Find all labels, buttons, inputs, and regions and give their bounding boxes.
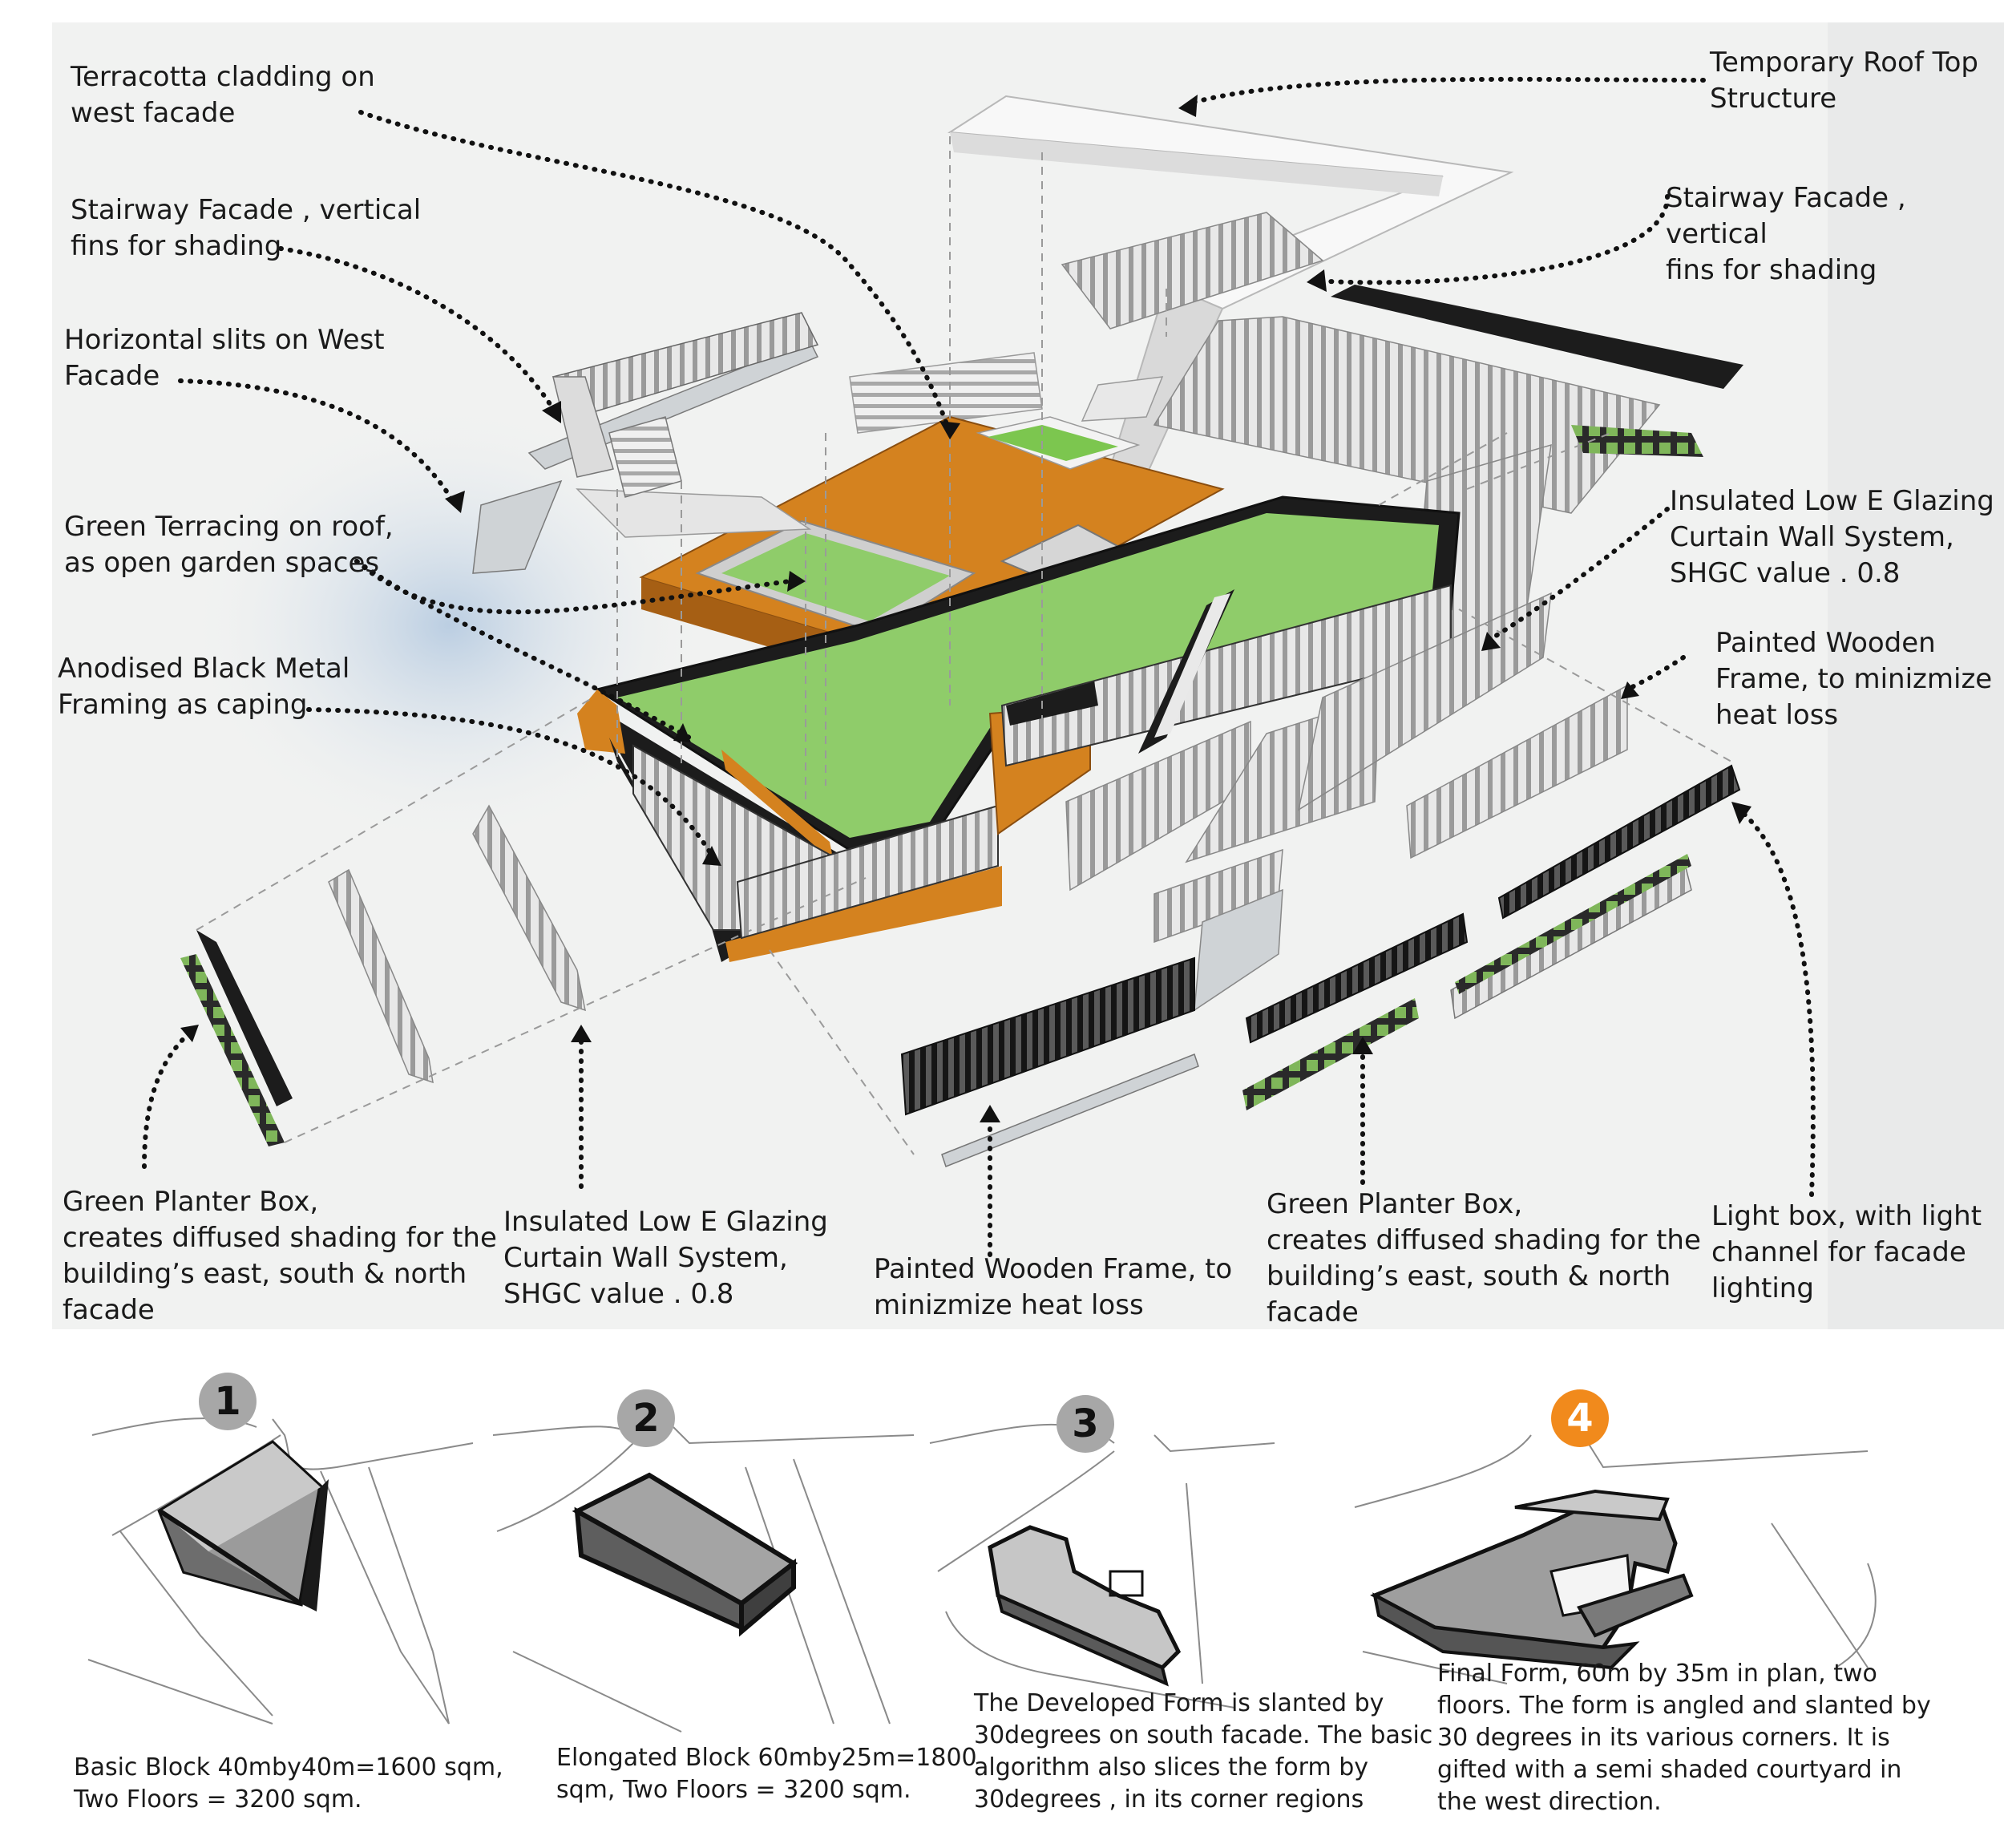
building-model [180, 95, 1743, 1167]
sky-glow [184, 401, 713, 850]
exploded-panels-left [180, 804, 586, 1146]
callout-low-e-glazing-bottom: Insulated Low E Glazing Curtain Wall Sys… [503, 1206, 828, 1310]
diagram-panel-right-band [1828, 22, 2004, 1329]
dark-top-bar [1331, 285, 1743, 389]
callout-stairway-facade-right: Stairway Facade , vertical fins for shad… [1666, 182, 1906, 286]
callout-green-planter-left: Green Planter Box, creates diffused shad… [63, 1186, 497, 1326]
callout-temporary-roof: Temporary Roof Top Structure [1710, 47, 1978, 115]
callout-black-metal-framing: Anodised Black Metal Framing as caping [58, 653, 350, 721]
step-3-caption: The Developed Form is slanted by 30degre… [974, 1689, 1433, 1814]
stair-fins-upper [1061, 212, 1324, 330]
green-top-bar [1571, 425, 1703, 457]
callout-arrowheads [180, 95, 1751, 1122]
callout-horizontal-slits: Horizontal slits on West Facade [64, 324, 385, 392]
callout-green-terracing: Green Terracing on roof, as open garden … [64, 511, 394, 579]
west-facade-pieces [472, 312, 819, 574]
step-4-block [1370, 1489, 1694, 1670]
step-1-badge: 1 [199, 1373, 257, 1430]
callout-light-box: Light box, with light channel for facade… [1711, 1200, 1982, 1304]
step-4-caption: Final Form, 60m by 35m in plan, two floo… [1437, 1660, 1931, 1816]
step-2-block [572, 1472, 798, 1637]
upper-storey [639, 376, 1225, 689]
step-1-caption: Basic Block 40mby40m=1600 sqm, Two Floor… [74, 1753, 503, 1814]
stair-fins-upper-lower [849, 352, 1043, 434]
step-3-badge: 3 [1057, 1395, 1114, 1453]
main-block [577, 495, 1461, 962]
step-4-badge: 4 [1551, 1389, 1609, 1447]
callout-low-e-glazing-right: Insulated Low E Glazing Curtain Wall Sys… [1670, 485, 1994, 589]
callout-wooden-frame-right: Painted Wooden Frame, to minizmize heat … [1715, 627, 1993, 731]
callout-stairway-facade-left: Stairway Facade , vertical fins for shad… [71, 194, 422, 262]
callout-terracotta-cladding: Terracotta cladding on west facade [71, 61, 375, 129]
callout-leaders [142, 76, 1816, 1257]
exploded-panels-right [900, 592, 1741, 1167]
callout-wooden-frame-bottom: Painted Wooden Frame, to minizmize heat … [874, 1253, 1233, 1321]
callout-green-planter-right: Green Planter Box, creates diffused shad… [1267, 1188, 1701, 1328]
step-3-block [988, 1525, 1182, 1687]
projection-lines [196, 136, 1732, 1155]
sketch-3-site [929, 1423, 1275, 1708]
step-2-badge: 2 [617, 1389, 675, 1447]
sketch-4-site [1354, 1434, 1877, 1684]
step-1-block [157, 1440, 329, 1611]
step-2-caption: Elongated Block 60mby25m=1800 sqm, Two F… [556, 1744, 977, 1804]
